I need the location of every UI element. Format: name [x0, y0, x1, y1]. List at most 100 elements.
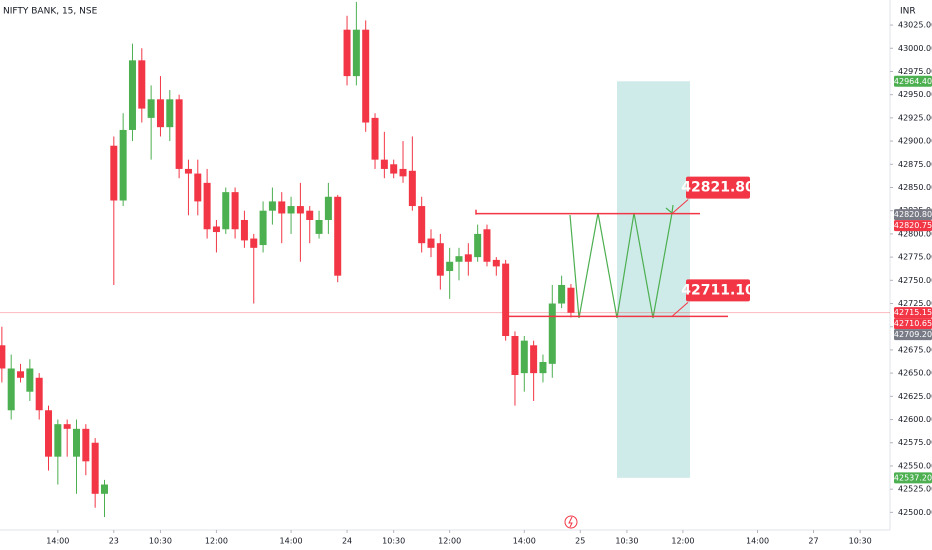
candle-body — [184, 168, 192, 174]
candle-body — [334, 196, 342, 276]
candle-body — [259, 210, 267, 246]
candle-body — [166, 99, 174, 128]
y-tick-label: 43025.00 — [898, 21, 932, 30]
candle-body — [287, 206, 295, 214]
x-tick-label: 10:30 — [382, 537, 405, 546]
candle-body — [315, 219, 323, 234]
x-tick-label: 27 — [808, 537, 818, 546]
candle-body — [352, 29, 360, 77]
candle-body — [147, 99, 155, 118]
candle-body — [222, 192, 230, 230]
x-tick-label: 14:00 — [513, 537, 536, 546]
candle-body — [35, 377, 43, 411]
price-label-box — [894, 220, 932, 232]
candle-body — [110, 145, 118, 201]
candle-body — [296, 206, 304, 214]
candle-body — [268, 201, 276, 211]
candle-body — [100, 484, 108, 494]
candle-body — [7, 368, 15, 411]
candle-body — [156, 99, 164, 128]
candle-body — [399, 168, 407, 177]
y-tick-label: 42900.00 — [898, 137, 932, 146]
candle-body — [492, 259, 500, 267]
y-tick-label: 42750.00 — [898, 276, 932, 285]
candle-body — [45, 410, 53, 457]
y-tick-label: 42575.00 — [898, 438, 932, 447]
candle-body — [464, 254, 472, 262]
y-tick-label: 42850.00 — [898, 183, 932, 192]
candle-body — [194, 173, 202, 202]
candle-body — [212, 226, 220, 233]
candle-body — [119, 129, 127, 201]
price-label-box — [894, 329, 932, 341]
candle-body — [390, 164, 398, 174]
callout-label: 42821.80 — [681, 180, 755, 196]
zigzag-path — [569, 212, 673, 319]
y-tick-label: 42675.00 — [898, 345, 932, 354]
candle-body — [539, 361, 547, 374]
x-tick-label: 23 — [109, 537, 119, 546]
callout-box — [686, 176, 750, 199]
candle-body — [483, 229, 491, 262]
candle-body — [203, 182, 211, 230]
y-tick-label: 42550.00 — [898, 461, 932, 470]
x-tick-label: 10:30 — [149, 537, 172, 546]
candle-body — [128, 60, 136, 130]
price-label: 42710.65 — [894, 319, 932, 328]
y-tick-label: 42775.00 — [898, 253, 932, 262]
candle-body — [278, 201, 286, 214]
candle-body — [91, 442, 99, 494]
y-tick-label: 42975.00 — [898, 67, 932, 76]
candle-body — [436, 243, 444, 276]
price-label-box — [894, 318, 932, 330]
target-zone — [617, 81, 690, 478]
price-label-box — [894, 307, 932, 319]
x-tick-label: 12:00 — [438, 537, 461, 546]
x-tick-label: 25 — [575, 537, 585, 546]
candle-body — [343, 29, 351, 77]
y-tick-label: 42875.00 — [898, 160, 932, 169]
y-tick-label: 42925.00 — [898, 113, 932, 122]
candle-body — [380, 159, 388, 169]
x-tick-label: 10:30 — [849, 537, 872, 546]
candle-body — [72, 428, 80, 457]
event-icon — [564, 515, 578, 529]
candle-body — [0, 345, 6, 369]
callout-box — [686, 279, 750, 302]
candle-body — [26, 368, 34, 392]
callout-label: 42711.10 — [681, 282, 755, 298]
price-label-box — [894, 75, 932, 87]
candle-body — [362, 29, 370, 123]
candle-body — [427, 238, 435, 248]
price-label-box — [894, 209, 932, 221]
candle-body — [558, 284, 566, 304]
candle-body — [455, 256, 463, 262]
price-label: 42715.15 — [894, 308, 932, 317]
price-label: 42964.40 — [894, 77, 932, 86]
price-label: 42820.75 — [894, 221, 932, 230]
candle-body — [306, 210, 314, 220]
candle-body — [567, 287, 575, 313]
y-tick-label: 43000.00 — [898, 44, 932, 53]
x-tick-label: 14:00 — [280, 537, 303, 546]
candle-body — [240, 219, 248, 241]
candle-body — [548, 303, 556, 364]
candle-body — [17, 371, 25, 378]
x-tick-label: 12:00 — [671, 537, 694, 546]
price-label: 42537.20 — [894, 473, 932, 482]
callout-leader — [671, 199, 689, 215]
candle-body — [446, 261, 454, 272]
candle-body — [502, 263, 510, 337]
candle-body — [138, 60, 146, 109]
candle-body — [474, 233, 482, 258]
candle-body — [371, 117, 379, 160]
currency: INR — [900, 7, 916, 17]
candle-body — [408, 170, 416, 207]
candle-body — [250, 238, 258, 248]
x-tick-label: 12:00 — [205, 537, 228, 546]
y-tick-label: 42950.00 — [898, 90, 932, 99]
candle-body — [231, 192, 239, 230]
x-tick-label: 10:30 — [615, 537, 638, 546]
candle-body — [530, 345, 538, 374]
